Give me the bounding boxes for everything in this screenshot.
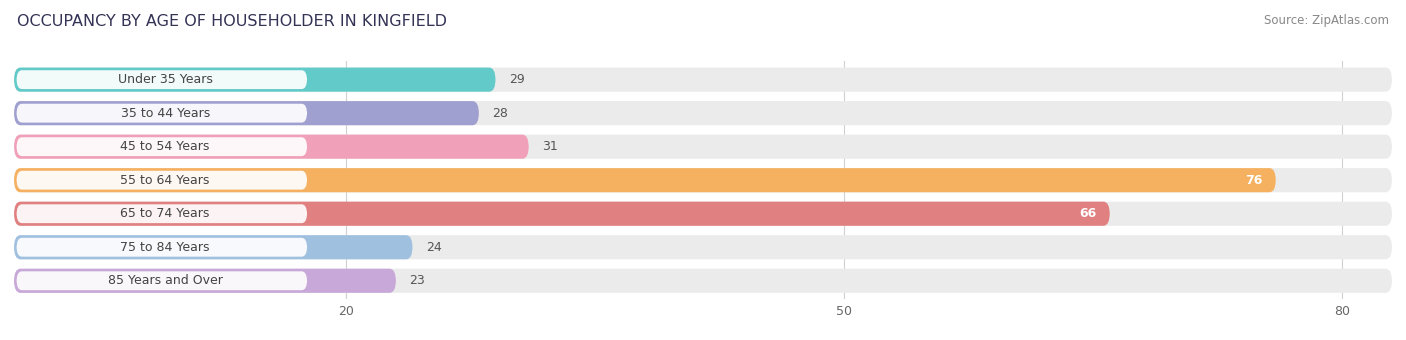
FancyBboxPatch shape xyxy=(14,101,479,125)
FancyBboxPatch shape xyxy=(17,104,307,123)
FancyBboxPatch shape xyxy=(14,135,1392,159)
FancyBboxPatch shape xyxy=(14,168,1392,192)
FancyBboxPatch shape xyxy=(17,238,307,257)
Text: 35 to 44 Years: 35 to 44 Years xyxy=(121,107,209,120)
FancyBboxPatch shape xyxy=(14,101,1392,125)
Text: 55 to 64 Years: 55 to 64 Years xyxy=(121,174,209,187)
FancyBboxPatch shape xyxy=(17,171,307,190)
Text: 31: 31 xyxy=(541,140,558,153)
FancyBboxPatch shape xyxy=(14,135,529,159)
Text: Under 35 Years: Under 35 Years xyxy=(118,73,212,86)
FancyBboxPatch shape xyxy=(17,271,307,290)
FancyBboxPatch shape xyxy=(14,68,1392,92)
Text: 75 to 84 Years: 75 to 84 Years xyxy=(121,241,209,254)
Text: Source: ZipAtlas.com: Source: ZipAtlas.com xyxy=(1264,14,1389,27)
FancyBboxPatch shape xyxy=(17,70,307,89)
Text: OCCUPANCY BY AGE OF HOUSEHOLDER IN KINGFIELD: OCCUPANCY BY AGE OF HOUSEHOLDER IN KINGF… xyxy=(17,14,447,29)
FancyBboxPatch shape xyxy=(14,168,1275,192)
Text: 28: 28 xyxy=(492,107,508,120)
FancyBboxPatch shape xyxy=(14,202,1392,226)
Text: 66: 66 xyxy=(1080,207,1097,220)
Text: 76: 76 xyxy=(1246,174,1263,187)
FancyBboxPatch shape xyxy=(14,269,396,293)
FancyBboxPatch shape xyxy=(14,235,1392,259)
FancyBboxPatch shape xyxy=(14,68,495,92)
Text: 29: 29 xyxy=(509,73,524,86)
FancyBboxPatch shape xyxy=(14,202,1109,226)
Text: 23: 23 xyxy=(409,274,425,287)
FancyBboxPatch shape xyxy=(14,269,1392,293)
FancyBboxPatch shape xyxy=(17,204,307,223)
Text: 85 Years and Over: 85 Years and Over xyxy=(108,274,222,287)
FancyBboxPatch shape xyxy=(17,137,307,156)
Text: 45 to 54 Years: 45 to 54 Years xyxy=(121,140,209,153)
Text: 24: 24 xyxy=(426,241,441,254)
FancyBboxPatch shape xyxy=(14,235,412,259)
Text: 65 to 74 Years: 65 to 74 Years xyxy=(121,207,209,220)
